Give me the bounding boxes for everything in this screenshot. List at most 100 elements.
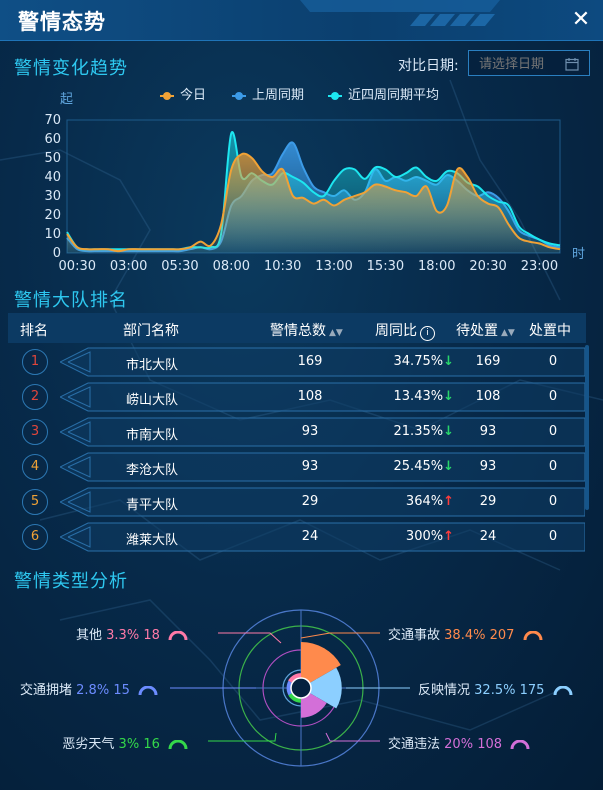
pending-count: 93 (479, 424, 497, 439)
total-count: 24 (301, 529, 319, 544)
compare-date-label: 对比日期: (398, 58, 459, 74)
type-name: 其他 (75, 628, 102, 643)
row-background (60, 487, 585, 517)
processing-count: 0 (548, 424, 558, 439)
row-background (60, 382, 585, 412)
dept-name: 崂山大队 (126, 393, 179, 408)
ranking-scrollbar[interactable] (585, 345, 589, 510)
type-percent: 38.4% (444, 628, 486, 643)
processing-count: 0 (548, 529, 558, 544)
rose-center (290, 677, 312, 699)
header-wow-label: 周同比 (375, 323, 417, 339)
total-count: 93 (301, 459, 319, 474)
type-name: 交通拥堵 (19, 683, 72, 698)
compare-date-picker[interactable] (468, 50, 590, 76)
compare-date-input[interactable] (477, 54, 571, 74)
type-count: 16 (143, 737, 160, 752)
series-today-line (66, 152, 561, 253)
ranking-section-title: 警情大队排名 (14, 290, 128, 311)
processing-count: 0 (548, 389, 558, 404)
x-tick-label: 00:30 (59, 259, 96, 274)
arrow-down-icon: ↓ (443, 389, 454, 404)
row-background (60, 522, 585, 552)
processing-count: 0 (548, 494, 558, 509)
table-row[interactable]: 6 潍莱大队 24 300%↑ 24 0 (8, 520, 585, 554)
dept-name: 青平大队 (126, 498, 179, 513)
x-tick-label: 15:30 (367, 259, 404, 274)
total-count: 169 (297, 354, 323, 369)
rank-badge: 6 (22, 524, 48, 550)
legend-label: 近四周同期平均 (348, 88, 440, 103)
wow-value: 300% (405, 529, 444, 544)
x-tick-label: 20:30 (469, 259, 506, 274)
arrow-up-icon: ↑ (443, 529, 454, 544)
type-count: 207 (489, 628, 515, 643)
rose-label-connector (218, 632, 282, 644)
type-name: 反映情况 (418, 683, 471, 698)
rose-slice[interactable] (301, 642, 341, 688)
trend-section-title: 警情变化趋势 (14, 58, 128, 79)
table-row[interactable]: 3 市南大队 93 21.35%↓ 93 0 (8, 415, 585, 449)
x-axis-unit: 时 (572, 247, 585, 262)
title-bar: 警情态势 ✕ (0, 0, 603, 41)
y-tick-label: 50 (44, 151, 61, 166)
legend-marker-icon (160, 91, 174, 100)
rank-badge: 2 (22, 384, 48, 410)
table-row[interactable]: 1 市北大队 169 34.75%↓ 169 0 (8, 345, 585, 379)
ranking-table-header: 排名 部门名称 警情总数 ▲▼ 周同比 i 待处置 ▲▼ 处置中 (8, 313, 586, 343)
rose-label-connector (208, 732, 277, 742)
dept-name: 李沧大队 (126, 463, 179, 478)
rank-badge: 3 (22, 419, 48, 445)
types-section-title: 警情类型分析 (14, 571, 128, 592)
type-label: 交通拥堵 2.8% 15 (20, 679, 158, 698)
y-tick-label: 60 (44, 132, 61, 147)
table-row[interactable]: 4 李沧大队 93 25.45%↓ 93 0 (8, 450, 585, 484)
table-row[interactable]: 2 崂山大队 108 13.43%↓ 108 0 (8, 380, 585, 414)
legend-item-four-week-avg[interactable]: 近四周同期平均 (328, 84, 439, 103)
sort-by-total-button[interactable]: 警情总数 ▲▼ (270, 320, 343, 340)
wow-cell: 34.75%↓ (374, 354, 454, 369)
legend-item-last-week[interactable]: 上周同期 (232, 84, 304, 103)
type-rose-chart (170, 609, 410, 767)
table-row[interactable]: 5 青平大队 29 364%↑ 29 0 (8, 485, 585, 519)
type-percent: 20% (444, 737, 474, 752)
close-icon[interactable]: ✕ (571, 7, 591, 32)
x-tick-label: 23:00 (521, 259, 558, 274)
wow-cell: 364%↑ (374, 494, 454, 509)
calendar-icon (565, 58, 579, 71)
y-tick-label: 20 (44, 208, 61, 223)
gauge-icon (510, 739, 530, 749)
rose-slice[interactable] (301, 667, 342, 709)
wow-cell: 25.45%↓ (374, 459, 454, 474)
wow-cell: 300%↑ (374, 529, 454, 544)
pending-count: 108 (475, 389, 501, 404)
pending-count: 93 (479, 459, 497, 474)
info-icon[interactable]: i (420, 326, 435, 341)
type-percent: 2.8% (76, 683, 110, 698)
processing-count: 0 (548, 354, 558, 369)
gauge-icon (168, 630, 188, 640)
header-rank: 排名 (20, 323, 48, 339)
x-tick-label: 03:00 (110, 259, 147, 274)
x-tick-label: 10:30 (264, 259, 301, 274)
wow-value: 34.75% (393, 354, 444, 369)
type-percent: 3.3% (106, 628, 140, 643)
gauge-icon (553, 685, 573, 695)
x-tick-label: 13:00 (315, 259, 352, 274)
x-tick-label: 08:00 (213, 259, 250, 274)
type-percent: 32.5% (474, 683, 516, 698)
y-tick-label: 70 (44, 113, 61, 128)
trend-chart: 0 10 20 30 40 50 60 70 00:30 03:00 05:30 08:00 10:30… (44, 92, 585, 274)
rank-badge: 5 (22, 489, 48, 515)
y-tick-label: 10 (44, 227, 61, 242)
type-name: 交通违法 (388, 737, 441, 752)
type-name: 恶劣天气 (62, 737, 115, 752)
header-pending: 待处置 (456, 323, 498, 339)
sort-by-pending-button[interactable]: 待处置 ▲▼ (456, 320, 515, 340)
arrow-up-icon: ↑ (443, 494, 454, 509)
type-percent: 3% (118, 737, 140, 752)
total-count: 29 (301, 494, 319, 509)
window-title: 警情态势 (18, 10, 106, 34)
legend-item-today[interactable]: 今日 (160, 84, 206, 103)
row-background (60, 452, 585, 482)
